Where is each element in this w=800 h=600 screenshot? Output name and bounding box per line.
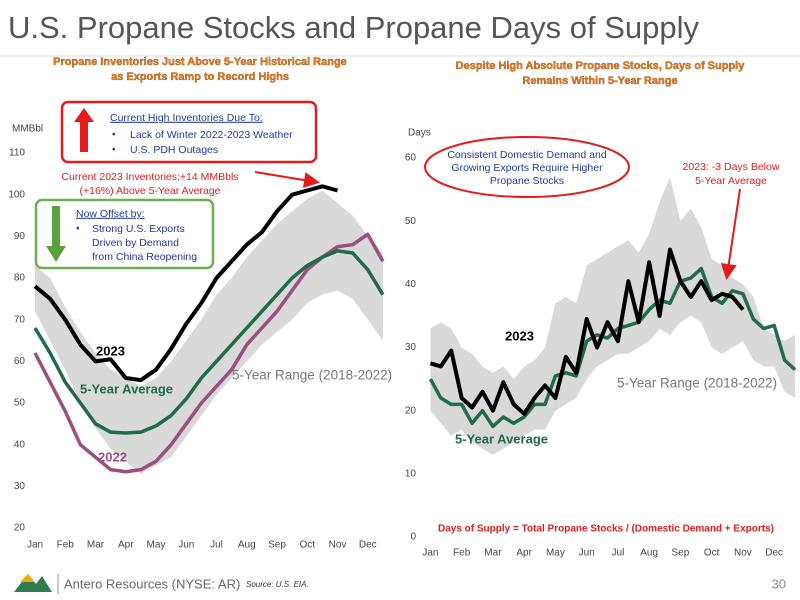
x-tick-label: Feb bbox=[57, 540, 75, 551]
x-tick-label: Sep bbox=[268, 540, 286, 551]
y-tick-label: 40 bbox=[405, 279, 417, 290]
x-tick-label: Nov bbox=[734, 548, 752, 559]
company: Antero Resources (NYSE: AR) bbox=[64, 576, 240, 591]
x-tick-label: Oct bbox=[299, 540, 315, 551]
chart-subtitle: Propane Inventories Just Above 5-Year Hi… bbox=[53, 56, 347, 68]
chart-subtitle: Despite High Absolute Propane Stocks, Da… bbox=[456, 60, 746, 72]
x-tick-label: Nov bbox=[329, 540, 347, 551]
y-tick-label: 50 bbox=[14, 398, 26, 409]
down-arrow bbox=[46, 206, 66, 262]
series-label: 5-Year Average bbox=[80, 381, 173, 396]
logo bbox=[14, 574, 52, 592]
x-tick-label: Sep bbox=[672, 548, 690, 559]
x-tick-label: Aug bbox=[640, 548, 658, 559]
x-tick-label: Apr bbox=[516, 548, 532, 559]
offset-box bbox=[34, 198, 215, 270]
x-tick-label: Jul bbox=[612, 548, 625, 559]
range-band bbox=[430, 176, 795, 455]
bubble-line: Consistent Domestic Demand and bbox=[447, 149, 606, 161]
up-arrow bbox=[74, 108, 94, 152]
series-line bbox=[33, 249, 385, 435]
y-tick-label: 20 bbox=[14, 523, 26, 534]
x-tick-label: May bbox=[147, 540, 166, 551]
callout-box bbox=[60, 100, 318, 164]
x-tick-label: Feb bbox=[453, 548, 471, 559]
note: 2023: -3 Days Below bbox=[683, 161, 780, 173]
offset-line: Strong U.S. Exports bbox=[92, 223, 185, 235]
x-tick-label: Jan bbox=[27, 540, 43, 551]
offset-line: from China Reopening bbox=[92, 251, 197, 263]
bubble-line: Growing Exports Require Higher bbox=[451, 162, 603, 174]
callout-item: Lack of Winter 2022-2023 Weather bbox=[130, 129, 293, 141]
series-label: 5-Year Average bbox=[455, 431, 548, 446]
y-tick-label: 30 bbox=[14, 481, 26, 492]
series-label: 2022 bbox=[98, 449, 127, 464]
bullet: • bbox=[112, 145, 116, 156]
series-label: 2023 bbox=[505, 328, 534, 343]
x-tick-label: Mar bbox=[484, 548, 502, 559]
x-tick-label: Mar bbox=[87, 540, 105, 551]
x-tick-label: Jul bbox=[210, 540, 223, 551]
y-tick-label: 50 bbox=[405, 216, 417, 227]
page-number: 30 bbox=[772, 576, 786, 591]
series-line bbox=[429, 247, 745, 416]
source: Source: U.S. EIA. bbox=[246, 580, 309, 589]
x-tick-label: Jun bbox=[178, 540, 194, 551]
logo bbox=[20, 574, 34, 582]
x-tick-label: May bbox=[546, 548, 565, 559]
x-tick-label: Dec bbox=[359, 540, 377, 551]
note: 5-Year Average bbox=[695, 175, 767, 187]
bullet: • bbox=[76, 224, 80, 235]
series-label: 5-Year Range (2018-2022) bbox=[232, 368, 392, 383]
y-tick-label: 30 bbox=[405, 342, 417, 353]
offset-line: Driven by Demand bbox=[92, 237, 179, 249]
callout-title: Current High Inventories Due To: bbox=[110, 112, 263, 124]
note: (+16%) Above 5-Year Average bbox=[80, 185, 221, 197]
bubble bbox=[424, 136, 630, 198]
chart-subtitle: as Exports Ramp to Record Highs bbox=[111, 71, 289, 83]
y-tick-label: 60 bbox=[405, 153, 417, 164]
x-tick-label: Jun bbox=[579, 548, 595, 559]
note-arrow bbox=[720, 188, 741, 280]
series-label: 2023 bbox=[96, 343, 125, 358]
y-tick-label: 60 bbox=[14, 356, 26, 367]
x-tick-label: Apr bbox=[118, 540, 134, 551]
slide-title: U.S. Propane Stocks and Propane Days of … bbox=[8, 10, 700, 45]
y-tick-label: 100 bbox=[8, 189, 25, 200]
note: Current 2023 Inventories:+14 MMBbls bbox=[61, 171, 238, 183]
plots: Propane Inventories Just Above 5-Year Hi… bbox=[8, 56, 797, 559]
series-line bbox=[33, 184, 339, 383]
y-axis-label: MMBbl bbox=[12, 124, 43, 135]
y-tick-label: 40 bbox=[14, 439, 26, 450]
y-tick-label: 20 bbox=[405, 405, 417, 416]
x-tick-label: Jan bbox=[422, 548, 438, 559]
y-tick-label: 0 bbox=[410, 532, 416, 543]
x-tick-label: Dec bbox=[765, 548, 783, 559]
y-tick-label: 110 bbox=[9, 148, 25, 159]
y-tick-label: 10 bbox=[405, 468, 417, 479]
range-band bbox=[35, 190, 383, 474]
x-tick-label: Oct bbox=[704, 548, 720, 559]
chart-subtitle: Remains Within 5-Year Range bbox=[522, 75, 677, 87]
y-tick-label: 80 bbox=[14, 273, 26, 284]
x-tick-label: Aug bbox=[238, 540, 256, 551]
y-axis-label: Days bbox=[408, 128, 431, 139]
offset-title: Now Offset by: bbox=[76, 208, 145, 220]
y-tick-label: 90 bbox=[14, 231, 26, 242]
callout-item: U.S. PDH Outages bbox=[130, 144, 218, 156]
formula: Days of Supply = Total Propane Stocks / … bbox=[438, 524, 774, 535]
series-label: 5-Year Range (2018-2022) bbox=[617, 376, 777, 391]
bullet: • bbox=[112, 130, 116, 141]
y-tick-label: 70 bbox=[14, 314, 26, 325]
note-arrow bbox=[254, 171, 320, 188]
bubble-line: Propane Stocks bbox=[490, 175, 564, 187]
